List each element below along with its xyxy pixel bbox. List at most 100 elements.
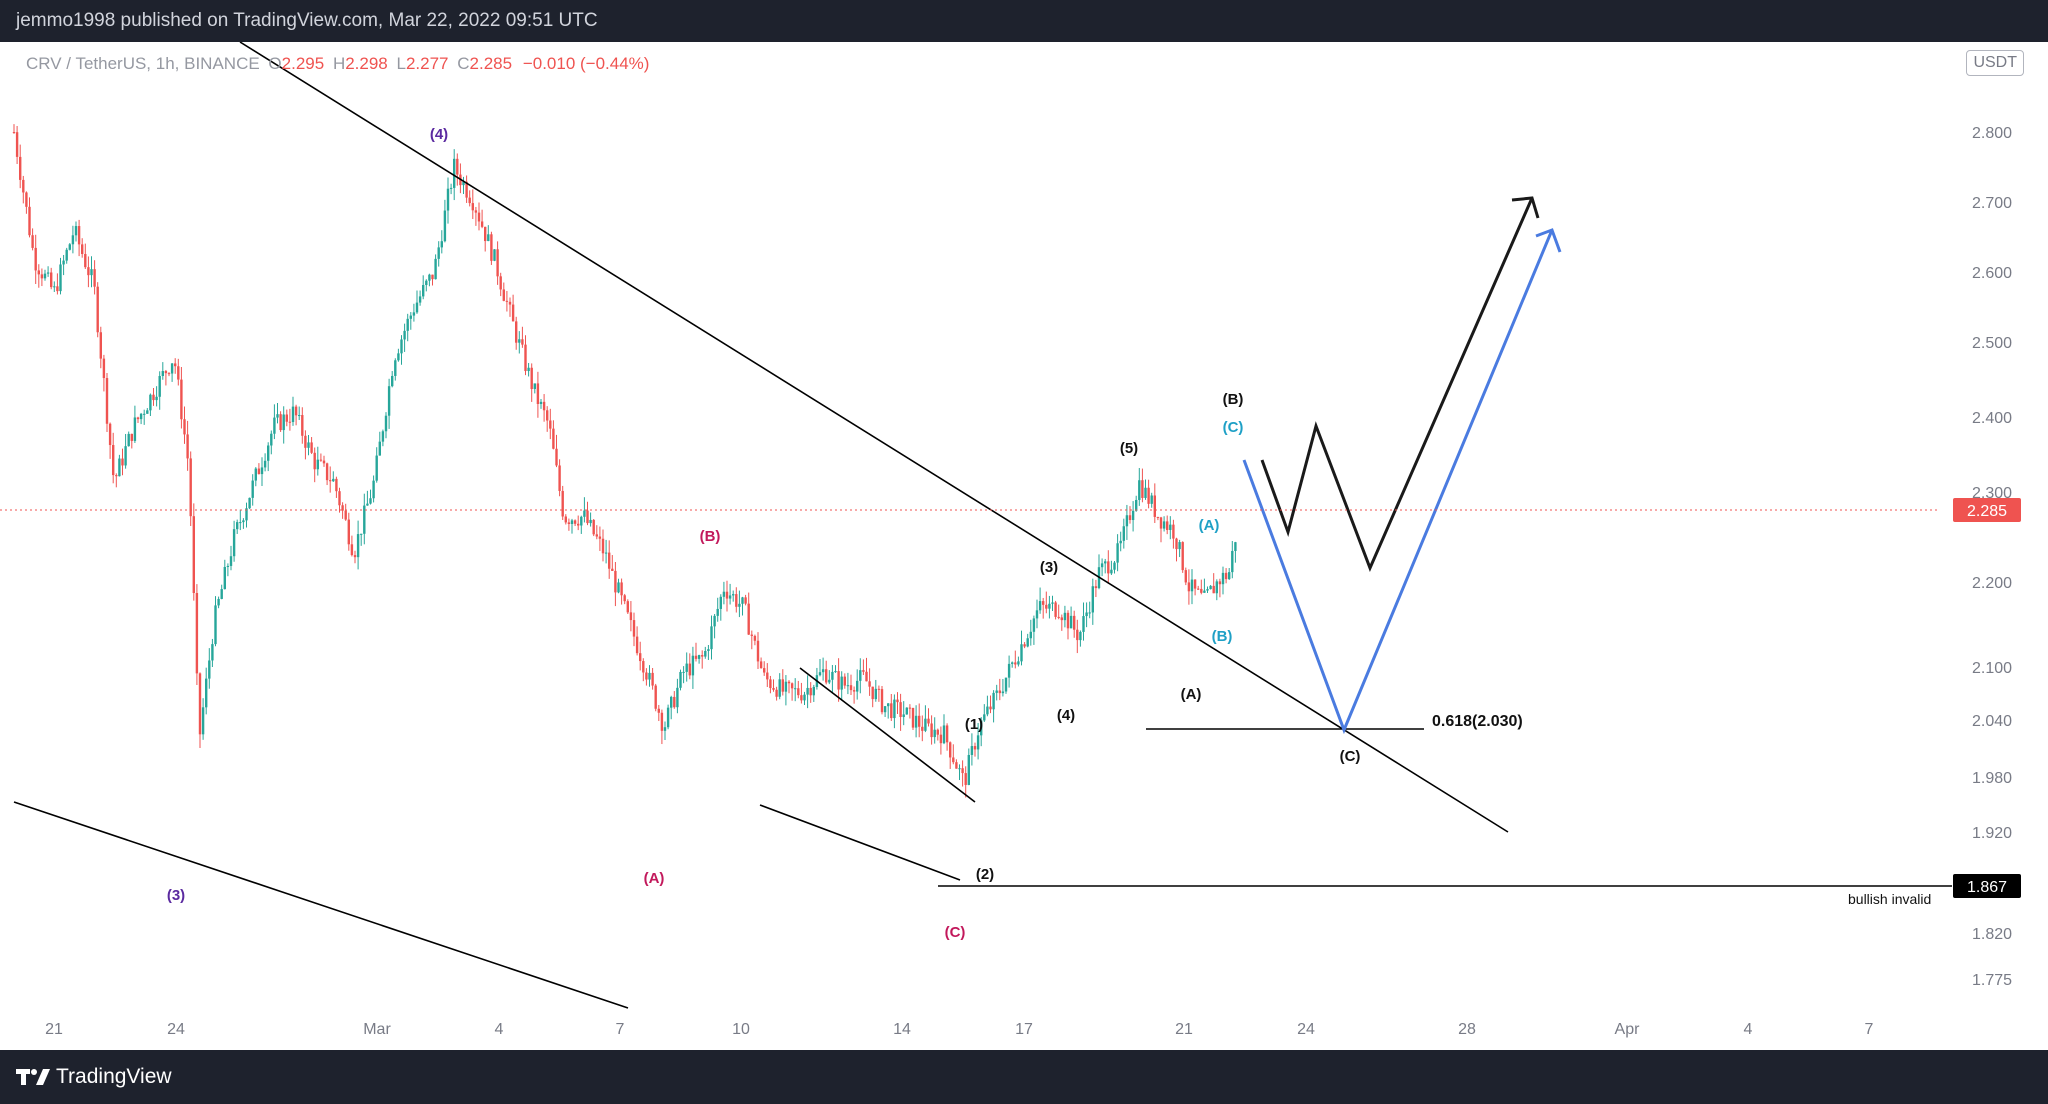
candle-body <box>223 566 226 590</box>
candle-body <box>800 695 803 701</box>
candle-body <box>471 203 474 211</box>
candle-body <box>71 235 75 245</box>
chart-area[interactable]: (4) (3) (B) (A) (C) (1) (2) (3) (4) (5) … <box>0 42 2048 1050</box>
candle-body <box>248 497 251 509</box>
candle-body <box>155 396 158 401</box>
candle-body <box>409 315 412 319</box>
candle-body <box>310 442 313 453</box>
candle-body <box>46 272 50 274</box>
candle-body <box>378 441 381 456</box>
candle-body <box>750 634 753 636</box>
candle-body <box>1100 563 1104 568</box>
candle-body <box>939 734 943 744</box>
currency-button[interactable]: USDT <box>1966 50 2024 76</box>
candle-body <box>580 516 583 526</box>
candle-body <box>304 435 307 448</box>
wave-label-3: (3) <box>1040 559 1058 576</box>
candle-body <box>1038 601 1042 611</box>
candle-body <box>546 410 549 421</box>
candle-body <box>961 768 964 774</box>
candle-body <box>821 669 825 673</box>
candle-body <box>1119 540 1122 544</box>
candle-body <box>1042 601 1045 605</box>
candle-body <box>552 428 555 449</box>
wave-label-B-black: (B) <box>1223 391 1244 408</box>
candle-body <box>933 729 936 738</box>
candle-body <box>335 478 338 492</box>
candle-body <box>1048 603 1051 609</box>
candle-body <box>1110 569 1113 574</box>
candle-body <box>1153 495 1156 517</box>
x-tick-label: 4 <box>1744 1021 1753 1038</box>
price-chart[interactable]: (4) (3) (B) (A) (C) (1) (2) (3) (4) (5) … <box>0 42 2048 1050</box>
candle-body <box>347 519 350 545</box>
black-arrow-head <box>1511 196 1540 219</box>
candle-body <box>704 650 707 657</box>
tradingview-logo[interactable]: TradingView <box>16 1064 172 1090</box>
candle-body <box>108 423 112 446</box>
candle-body <box>955 762 958 769</box>
candle-body <box>608 552 611 569</box>
candle-body <box>1001 691 1005 694</box>
wave-label-1: (1) <box>965 716 983 733</box>
candle-body <box>508 301 512 305</box>
candle-body <box>852 690 856 692</box>
candle-body <box>505 300 509 302</box>
candle-body <box>229 556 233 566</box>
candle-body <box>496 249 499 277</box>
candle-body <box>1113 562 1116 570</box>
candle-body <box>406 318 409 331</box>
candle-body <box>1073 615 1076 630</box>
wave-label-C-black: (C) <box>1340 748 1361 765</box>
candle-body <box>614 570 617 593</box>
candle-body <box>1224 572 1228 580</box>
candle-body <box>1116 543 1119 563</box>
candle-body <box>1007 663 1011 678</box>
top-bar: jemmo1998 published on TradingView.com, … <box>0 0 2048 42</box>
candle-body <box>1200 588 1203 593</box>
candle-body <box>25 192 28 207</box>
candle-body <box>871 686 874 700</box>
candle-body <box>28 206 31 236</box>
candle-body <box>890 703 893 719</box>
candle-body <box>1032 618 1036 632</box>
candle-body <box>453 158 456 188</box>
candle-body <box>279 414 282 431</box>
candle-body <box>1104 561 1107 564</box>
candle-body <box>1066 612 1070 629</box>
y-tick-label: 2.500 <box>1972 335 2012 352</box>
candle-body <box>1162 521 1166 529</box>
candle-body <box>437 247 440 259</box>
candle-body <box>201 707 205 735</box>
candle-body <box>1221 572 1225 585</box>
candle-body <box>642 661 645 673</box>
candle-body <box>1035 610 1039 619</box>
y-tick-label: 2.400 <box>1972 410 2012 427</box>
candle-body <box>208 660 211 679</box>
candle-body <box>1085 612 1088 617</box>
candle-body <box>1209 585 1212 590</box>
close-label: C <box>457 54 470 73</box>
candle-body <box>980 720 983 736</box>
candle-body <box>1076 629 1079 641</box>
candles <box>12 124 1237 798</box>
candle-body <box>19 156 22 180</box>
candle-body <box>294 406 298 416</box>
tradingview-icon <box>16 1069 50 1085</box>
candle-body <box>837 671 840 690</box>
high-value: 2.298 <box>345 54 388 73</box>
candle-body <box>515 321 518 343</box>
candle-body <box>794 688 797 690</box>
candle-body <box>989 706 992 710</box>
candle-body <box>1184 570 1187 583</box>
candle-body <box>276 414 279 418</box>
candle-body <box>127 433 130 447</box>
candle-body <box>1014 662 1017 665</box>
candle-body <box>102 358 106 379</box>
blue-arrow-head <box>1535 228 1562 253</box>
y-tick-label: 2.300 <box>1972 485 2012 502</box>
candle-body <box>914 715 918 728</box>
candle-body <box>118 458 121 477</box>
candle-body <box>735 594 738 607</box>
candle-body <box>701 655 704 657</box>
